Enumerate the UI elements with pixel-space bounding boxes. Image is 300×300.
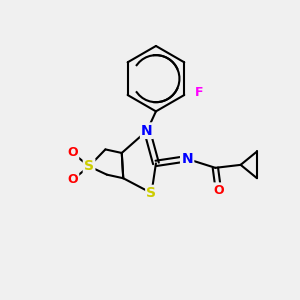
Text: F: F <box>195 85 203 98</box>
Text: S: S <box>84 159 94 173</box>
Text: N: N <box>141 124 153 138</box>
Text: O: O <box>68 173 78 186</box>
Text: O: O <box>213 184 224 196</box>
Text: N: N <box>181 152 193 166</box>
Text: O: O <box>68 146 78 160</box>
Text: S: S <box>146 186 157 200</box>
